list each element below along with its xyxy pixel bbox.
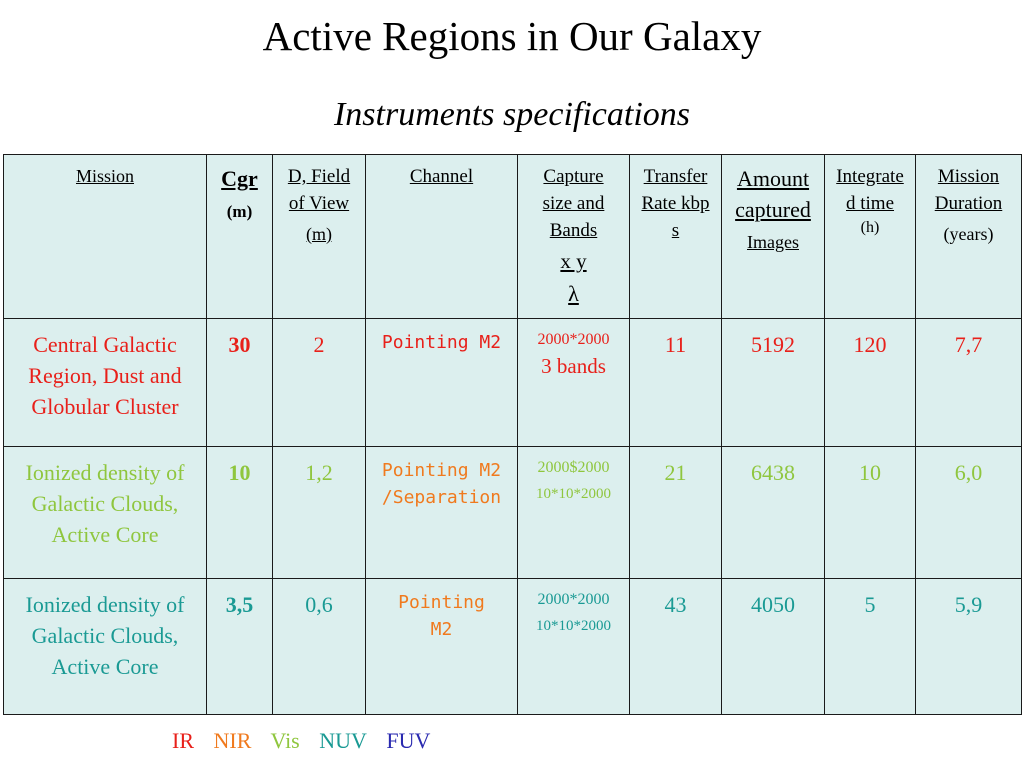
legend-nir: NIR [213,728,252,753]
cell-amount: 6438 [721,445,825,579]
table-row: Ionized density of Galactic Clouds, Acti… [3,577,1022,716]
cell-channel: Pointing M2 /Separation [365,445,518,579]
cell-fov: 2 [272,318,366,447]
cell-amount: 4050 [721,577,825,716]
header-mission: Mission [3,153,207,320]
cell-cgr: 30 [206,318,273,447]
cell-mission: Ionized density of Galactic Clouds, Acti… [3,577,207,716]
header-amount: Amount captured Images [721,153,825,320]
table-header-row: Mission Cgr (m) D, Field of View (m) Cha… [3,153,1022,320]
header-transfer: Transfer Rate kbps [629,153,722,320]
page-subtitle: Instruments specifications [333,96,691,133]
cell-integrated: 5 [824,577,916,716]
cell-channel: Pointing M2 [365,318,518,447]
cell-channel: Pointing M2 [365,577,518,716]
legend-nuv: NUV [319,728,367,753]
cell-cgr: 10 [206,445,273,579]
cell-fov: 1,2 [272,445,366,579]
cell-mission: Ionized density of Galactic Clouds, Acti… [3,445,207,579]
header-fov: D, Field of View (m) [272,153,366,320]
cell-cgr: 3,5 [206,577,273,716]
table-row: Central Galactic Region, Dust and Globul… [3,318,1022,447]
header-cgr: Cgr (m) [206,153,273,320]
cell-duration: 7,7 [915,318,1022,447]
cell-duration: 6,0 [915,445,1022,579]
cell-transfer: 43 [629,577,722,716]
cell-transfer: 21 [629,445,722,579]
table-row: Ionized density of Galactic Clouds, Acti… [3,445,1022,579]
legend-vis: Vis [270,728,300,753]
cell-duration: 5,9 [915,577,1022,716]
cell-transfer: 11 [629,318,722,447]
legend-ir: IR [172,728,194,753]
cell-mission: Central Galactic Region, Dust and Globul… [3,318,207,447]
cell-capture: 2000*2000 3 bands [517,318,630,447]
header-integrated: Integrated time (h) [824,153,916,320]
header-capture: Capture size and Bands x y λ [517,153,630,320]
cell-fov: 0,6 [272,577,366,716]
band-legend: IR NIR Vis NUV FUV [172,728,444,754]
cell-capture: 2000*2000 10*10*2000 [517,577,630,716]
cell-integrated: 120 [824,318,916,447]
header-channel: Channel [365,153,518,320]
legend-fuv: FUV [386,728,431,753]
cell-amount: 5192 [721,318,825,447]
instruments-table: Mission Cgr (m) D, Field of View (m) Cha… [3,153,1022,716]
page-title: Active Regions in Our Galaxy [262,13,762,59]
header-duration: Mission Duration (years) [915,153,1022,320]
cell-integrated: 10 [824,445,916,579]
cell-capture: 2000$2000 10*10*2000 [517,445,630,579]
